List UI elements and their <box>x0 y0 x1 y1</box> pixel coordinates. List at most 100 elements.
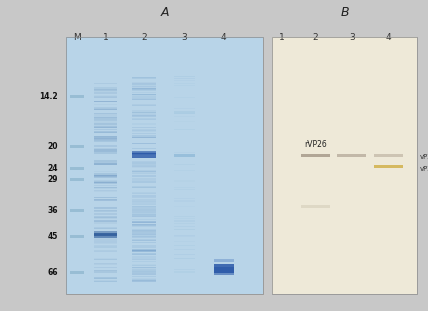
FancyBboxPatch shape <box>132 118 156 119</box>
FancyBboxPatch shape <box>132 137 156 138</box>
FancyBboxPatch shape <box>94 132 117 133</box>
FancyBboxPatch shape <box>132 170 156 171</box>
FancyBboxPatch shape <box>174 271 195 272</box>
FancyBboxPatch shape <box>132 192 156 193</box>
FancyBboxPatch shape <box>132 274 156 276</box>
FancyBboxPatch shape <box>94 278 117 279</box>
FancyBboxPatch shape <box>132 151 156 153</box>
FancyBboxPatch shape <box>94 173 117 174</box>
FancyBboxPatch shape <box>301 154 330 157</box>
Text: 14.2: 14.2 <box>39 92 58 101</box>
FancyBboxPatch shape <box>132 226 156 227</box>
FancyBboxPatch shape <box>94 197 117 198</box>
FancyBboxPatch shape <box>174 111 195 112</box>
FancyBboxPatch shape <box>132 265 156 266</box>
FancyBboxPatch shape <box>94 93 117 94</box>
FancyBboxPatch shape <box>132 123 156 125</box>
FancyBboxPatch shape <box>132 229 156 231</box>
FancyBboxPatch shape <box>94 222 117 224</box>
FancyBboxPatch shape <box>70 271 84 274</box>
FancyBboxPatch shape <box>94 239 117 241</box>
Text: 20: 20 <box>47 142 58 151</box>
FancyBboxPatch shape <box>132 216 156 217</box>
FancyBboxPatch shape <box>94 220 117 222</box>
FancyBboxPatch shape <box>94 117 117 118</box>
FancyBboxPatch shape <box>132 257 156 258</box>
FancyBboxPatch shape <box>132 152 156 153</box>
FancyBboxPatch shape <box>94 83 117 84</box>
FancyBboxPatch shape <box>132 267 156 268</box>
FancyBboxPatch shape <box>94 182 117 183</box>
FancyBboxPatch shape <box>132 157 156 158</box>
FancyBboxPatch shape <box>94 281 117 282</box>
FancyBboxPatch shape <box>132 267 156 268</box>
FancyBboxPatch shape <box>132 88 156 90</box>
FancyBboxPatch shape <box>132 135 156 136</box>
FancyBboxPatch shape <box>132 213 156 215</box>
FancyBboxPatch shape <box>94 213 117 215</box>
FancyBboxPatch shape <box>94 259 117 260</box>
FancyBboxPatch shape <box>94 216 117 218</box>
FancyBboxPatch shape <box>94 177 117 178</box>
FancyBboxPatch shape <box>132 98 156 100</box>
FancyBboxPatch shape <box>94 234 117 235</box>
FancyBboxPatch shape <box>94 120 117 121</box>
FancyBboxPatch shape <box>132 280 156 281</box>
FancyBboxPatch shape <box>132 171 156 172</box>
FancyBboxPatch shape <box>132 195 156 197</box>
FancyBboxPatch shape <box>94 231 117 233</box>
FancyBboxPatch shape <box>132 187 156 188</box>
FancyBboxPatch shape <box>174 216 195 217</box>
FancyBboxPatch shape <box>132 273 156 275</box>
FancyBboxPatch shape <box>94 233 117 238</box>
FancyBboxPatch shape <box>132 246 156 248</box>
FancyBboxPatch shape <box>94 207 117 208</box>
FancyBboxPatch shape <box>132 201 156 202</box>
FancyBboxPatch shape <box>132 83 156 85</box>
Text: 1: 1 <box>103 33 109 42</box>
FancyBboxPatch shape <box>94 245 117 246</box>
FancyBboxPatch shape <box>94 243 117 244</box>
FancyBboxPatch shape <box>94 174 117 176</box>
FancyBboxPatch shape <box>94 117 117 118</box>
FancyBboxPatch shape <box>94 271 117 272</box>
FancyBboxPatch shape <box>94 218 117 219</box>
FancyBboxPatch shape <box>132 110 156 112</box>
FancyBboxPatch shape <box>174 113 195 114</box>
FancyBboxPatch shape <box>132 235 156 237</box>
FancyBboxPatch shape <box>94 250 117 251</box>
FancyBboxPatch shape <box>132 77 156 79</box>
FancyBboxPatch shape <box>132 161 156 162</box>
FancyBboxPatch shape <box>214 267 234 273</box>
FancyBboxPatch shape <box>94 241 117 243</box>
FancyBboxPatch shape <box>94 124 117 125</box>
FancyBboxPatch shape <box>132 237 156 238</box>
FancyBboxPatch shape <box>132 86 156 87</box>
FancyBboxPatch shape <box>94 138 117 140</box>
FancyBboxPatch shape <box>94 116 117 118</box>
FancyBboxPatch shape <box>214 264 234 267</box>
FancyBboxPatch shape <box>132 142 156 144</box>
FancyBboxPatch shape <box>132 165 156 166</box>
FancyBboxPatch shape <box>94 278 117 279</box>
FancyBboxPatch shape <box>94 89 117 90</box>
FancyBboxPatch shape <box>132 232 156 233</box>
FancyBboxPatch shape <box>94 136 117 138</box>
FancyBboxPatch shape <box>132 112 156 114</box>
FancyBboxPatch shape <box>132 207 156 209</box>
Text: 66: 66 <box>47 267 58 276</box>
FancyBboxPatch shape <box>94 164 117 165</box>
FancyBboxPatch shape <box>132 224 156 225</box>
FancyBboxPatch shape <box>174 220 195 221</box>
FancyBboxPatch shape <box>70 178 84 181</box>
FancyBboxPatch shape <box>94 113 117 114</box>
FancyBboxPatch shape <box>214 273 234 276</box>
FancyBboxPatch shape <box>94 127 117 128</box>
FancyBboxPatch shape <box>94 109 117 110</box>
FancyBboxPatch shape <box>174 76 195 77</box>
FancyBboxPatch shape <box>94 149 117 151</box>
FancyBboxPatch shape <box>132 77 156 78</box>
FancyBboxPatch shape <box>132 222 156 223</box>
Text: 36: 36 <box>47 206 58 215</box>
FancyBboxPatch shape <box>94 237 117 239</box>
